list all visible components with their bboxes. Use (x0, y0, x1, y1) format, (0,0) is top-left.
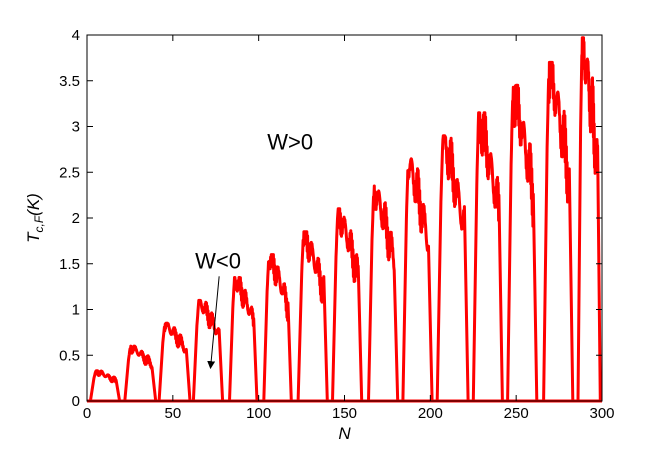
series-lobe (401, 157, 434, 402)
y-tick-label: 0 (72, 393, 80, 410)
series-lobe (262, 253, 293, 402)
series-lobe (471, 111, 504, 402)
series-lobe (435, 134, 470, 402)
annotation-text: W>0 (267, 129, 313, 154)
x-tick-label: 300 (589, 405, 614, 422)
y-tick-label: 1.5 (59, 256, 80, 273)
y-tick-label: 2 (72, 210, 80, 227)
x-tick-label: 50 (164, 405, 181, 422)
x-axis-label: N (338, 424, 351, 443)
y-tick-label: 4 (72, 27, 80, 44)
series-lobe (191, 298, 225, 402)
series-lobe (88, 369, 122, 402)
x-tick-label: 250 (504, 405, 529, 422)
series-lobe (157, 321, 192, 402)
y-tick-label: 3 (72, 119, 80, 136)
y-tick-label: 2.5 (59, 164, 80, 181)
series-lobe (576, 36, 602, 402)
series-lobe (506, 83, 539, 402)
y-axis-label-main: T (24, 231, 43, 243)
x-tick-label: 200 (418, 405, 443, 422)
series-lobe (542, 60, 575, 402)
y-tick-label: 1 (72, 302, 80, 319)
axis-ticks: 0 50 100 150 200 250 300 0 0.5 1 1.5 2 2.5 3 3.5 4 (59, 27, 614, 422)
series-lobe (296, 230, 329, 402)
annotations: W>0 W<0 (195, 129, 313, 370)
x-tick-label: 100 (246, 405, 271, 422)
y-tick-label: 3.5 (59, 73, 80, 90)
series-lobe (331, 207, 364, 402)
chart-marks (87, 36, 602, 403)
series-lobe (123, 344, 158, 402)
annotation-arrow (207, 276, 220, 370)
x-tick-label: 150 (332, 405, 357, 422)
x-tick-label: 0 (83, 405, 91, 422)
y-tick-label: 0.5 (59, 347, 80, 364)
y-axis-label: Tc,F(K) (24, 193, 46, 243)
y-axis-label-sub: c,F (32, 215, 46, 232)
series-lobe (367, 184, 400, 402)
series-lobe (228, 276, 259, 402)
annotation-text: W<0 (195, 248, 241, 273)
y-axis-label-rest: (K) (24, 193, 43, 216)
